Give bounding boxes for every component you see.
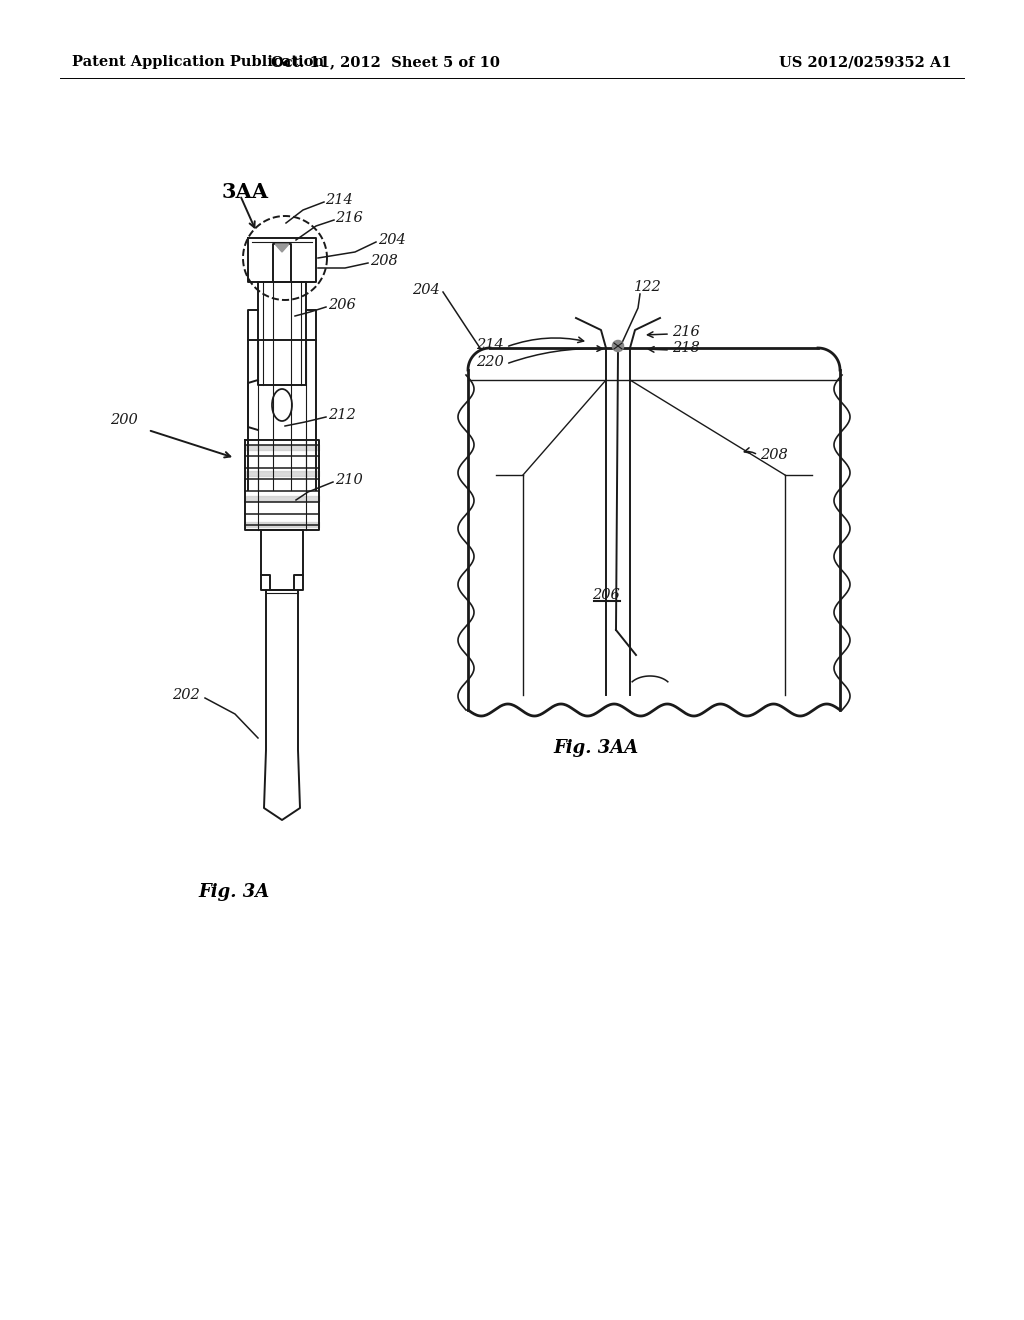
Text: Fig. 3AA: Fig. 3AA (553, 739, 639, 756)
Polygon shape (275, 244, 289, 252)
Text: 200: 200 (110, 413, 138, 426)
Text: 208: 208 (370, 253, 397, 268)
Text: Patent Application Publication: Patent Application Publication (72, 55, 324, 69)
Text: 220: 220 (476, 355, 504, 370)
Text: 206: 206 (592, 587, 620, 602)
Text: 204: 204 (413, 282, 440, 297)
Text: 216: 216 (335, 211, 362, 224)
Text: 206: 206 (328, 298, 355, 312)
Text: 208: 208 (760, 447, 787, 462)
Text: US 2012/0259352 A1: US 2012/0259352 A1 (779, 55, 952, 69)
Text: 122: 122 (634, 280, 662, 294)
Text: 204: 204 (378, 234, 406, 247)
Text: 3AA: 3AA (222, 182, 269, 202)
Text: 212: 212 (328, 408, 355, 422)
Text: Fig. 3A: Fig. 3A (198, 883, 269, 902)
Text: 214: 214 (476, 338, 504, 352)
Text: 210: 210 (335, 473, 362, 487)
Text: 202: 202 (172, 688, 200, 702)
Circle shape (612, 341, 624, 351)
Text: 218: 218 (672, 341, 699, 355)
Text: Oct. 11, 2012  Sheet 5 of 10: Oct. 11, 2012 Sheet 5 of 10 (270, 55, 500, 69)
Text: 214: 214 (325, 193, 352, 207)
Text: 216: 216 (672, 325, 699, 339)
